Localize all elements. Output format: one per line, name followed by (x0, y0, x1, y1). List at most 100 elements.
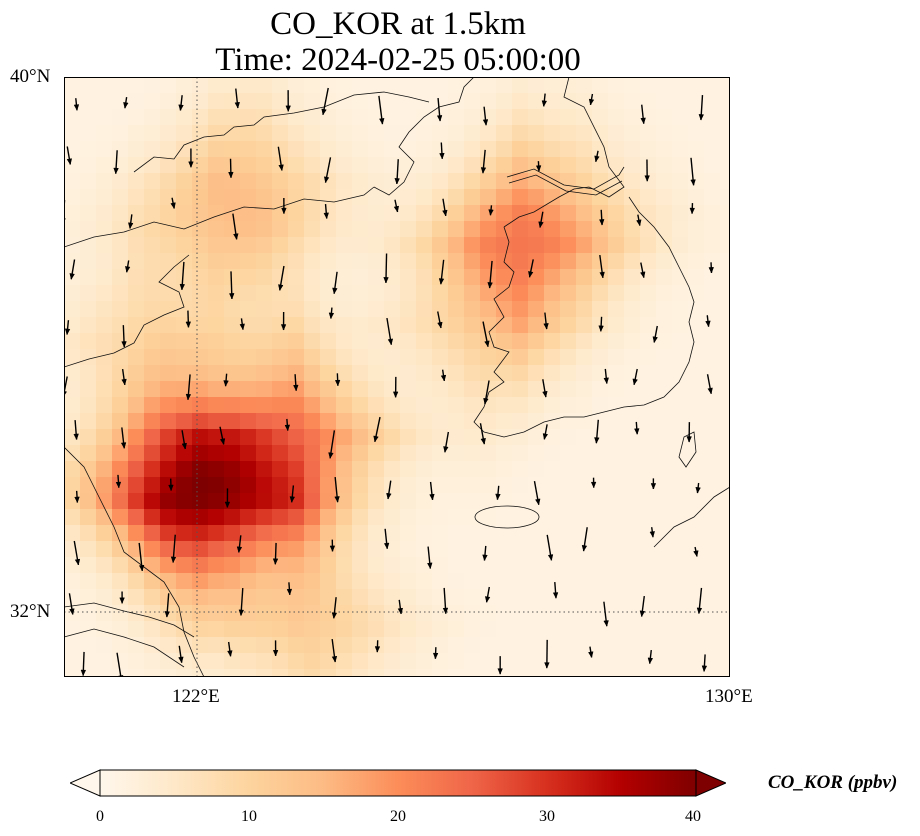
field-cell (352, 541, 369, 558)
field-cell (480, 573, 497, 590)
wind-arrow (497, 656, 503, 675)
field-cell (112, 445, 129, 462)
field-cell (256, 589, 273, 606)
field-cell (560, 637, 577, 654)
wind-arrow (386, 480, 392, 500)
field-cell (480, 189, 497, 206)
field-cell (272, 589, 289, 606)
wind-arrow (121, 325, 127, 348)
field-cell (592, 285, 609, 302)
field-cell (176, 173, 193, 190)
field-cell (240, 573, 257, 590)
wind-arrow (80, 651, 87, 677)
field-cell (160, 125, 177, 142)
field-cell (96, 253, 113, 270)
field-cell (576, 205, 593, 222)
field-cell (128, 189, 145, 206)
field-cell (336, 589, 353, 606)
field-cell (288, 301, 305, 318)
field-cell (688, 77, 705, 94)
field-cell (368, 125, 385, 142)
wind-arrow (121, 368, 127, 386)
field-cell (400, 349, 417, 366)
field-cell (224, 445, 241, 462)
field-cell (384, 653, 401, 670)
field-cell (352, 557, 369, 574)
field-cell (64, 589, 81, 606)
field-cell (544, 573, 561, 590)
field-cell (592, 573, 609, 590)
wind-arrow (397, 599, 404, 615)
field-cell (544, 221, 561, 238)
field-cell (304, 77, 321, 94)
field-cell (608, 221, 625, 238)
field-cell (384, 621, 401, 638)
field-cell (656, 397, 673, 414)
field-cell (688, 509, 705, 526)
wind-arrow (289, 485, 296, 503)
field-cell (144, 557, 161, 574)
field-cell (576, 493, 593, 510)
field-cell (272, 509, 289, 526)
field-cell (112, 285, 129, 302)
field-cell (560, 461, 577, 478)
field-cell (240, 365, 257, 382)
field-cell (224, 333, 241, 350)
field-cell (176, 445, 193, 462)
field-cell (208, 93, 225, 110)
field-cell (112, 381, 129, 398)
field-cell (576, 621, 593, 638)
field-cell (720, 493, 730, 510)
field-cell (112, 349, 129, 366)
field-cell (336, 509, 353, 526)
field-cell (416, 573, 433, 590)
field-cell (320, 621, 337, 638)
field-cell (80, 573, 97, 590)
field-cell (592, 557, 609, 574)
wind-arrow (594, 150, 600, 163)
field-cell (64, 221, 81, 238)
field-cell (512, 77, 529, 94)
field-cell (224, 669, 241, 677)
field-cell (320, 285, 337, 302)
field-cell (560, 237, 577, 254)
field-cell (208, 333, 225, 350)
field-cell (720, 557, 730, 574)
field-cell (160, 653, 177, 670)
field-cell (544, 205, 561, 222)
field-cell (256, 221, 273, 238)
field-cell (656, 429, 673, 446)
field-cell (448, 157, 465, 174)
field-cell (384, 237, 401, 254)
field-cell (720, 333, 730, 350)
field-cell (592, 237, 609, 254)
field-cell (64, 237, 81, 254)
field-cell (400, 413, 417, 430)
field-cell (272, 445, 289, 462)
field-cell (480, 141, 497, 158)
field-cell (400, 253, 417, 270)
field-cell (320, 381, 337, 398)
field-cell (272, 397, 289, 414)
field-cell (576, 253, 593, 270)
field-cell (704, 429, 721, 446)
field-cell (496, 157, 513, 174)
field-cell (96, 189, 113, 206)
field-cell (256, 141, 273, 158)
coastlines (64, 77, 730, 677)
field-cell (288, 669, 305, 677)
field-cell (496, 557, 513, 574)
field-cell (384, 589, 401, 606)
field-cell (144, 285, 161, 302)
field-cell (128, 589, 145, 606)
field-cell (576, 333, 593, 350)
field-cell (320, 461, 337, 478)
wind-arrow (644, 159, 650, 182)
field-cell (224, 605, 241, 622)
wind-arrow (73, 420, 79, 441)
field-cell (432, 301, 449, 318)
field-cell (480, 541, 497, 558)
field-cell (208, 605, 225, 622)
field-cell (592, 589, 609, 606)
field-cell (208, 205, 225, 222)
